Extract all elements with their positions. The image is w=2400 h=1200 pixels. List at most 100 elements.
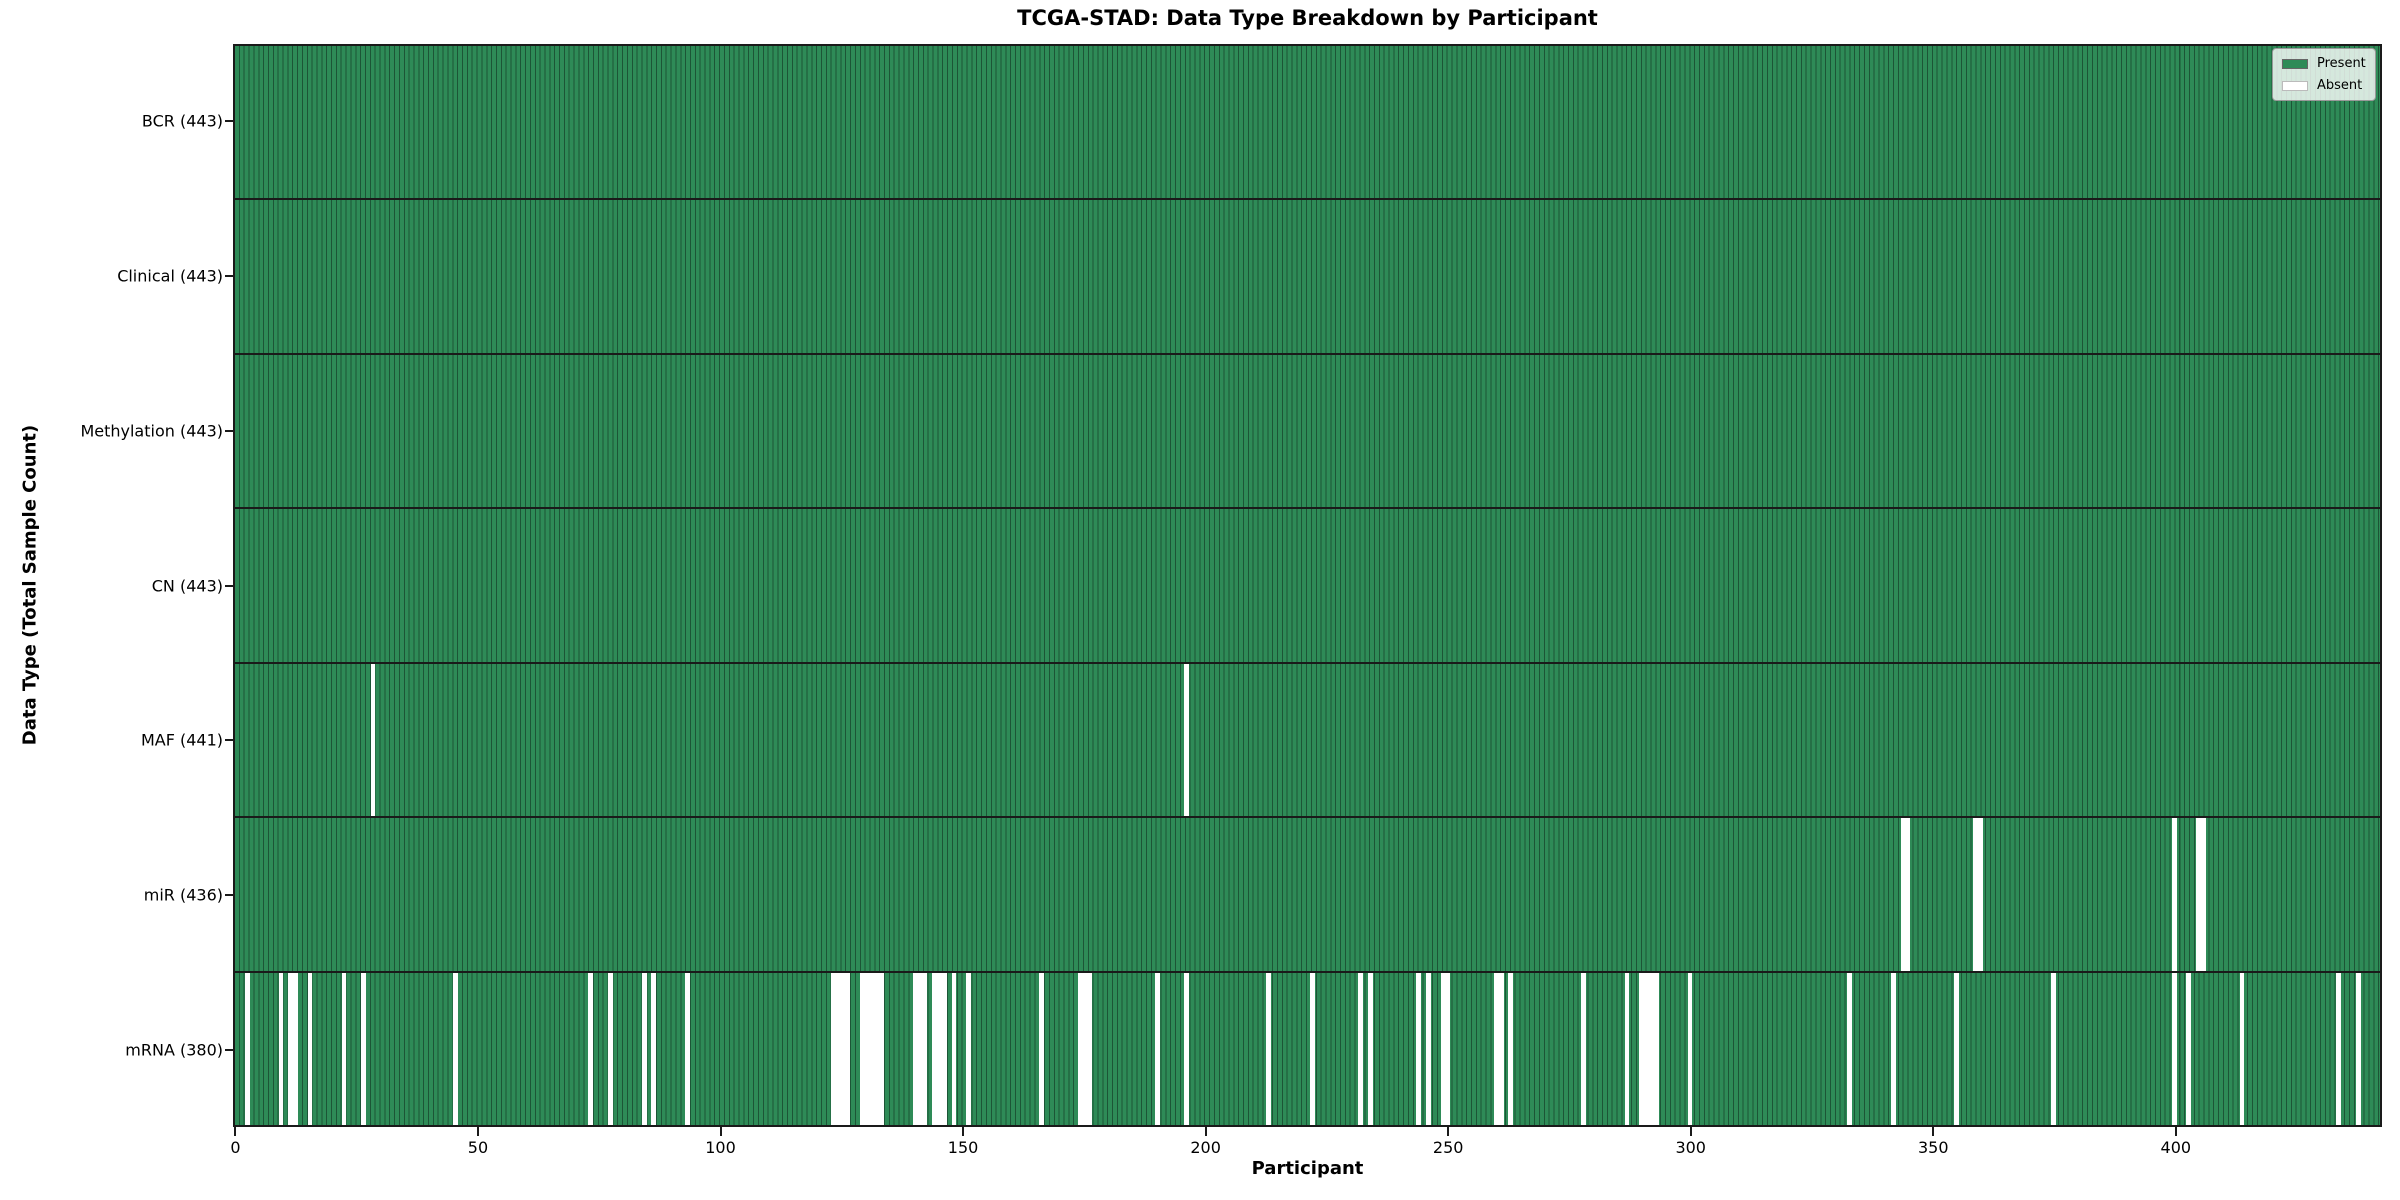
absent-bar	[641, 972, 647, 1125]
absent-bar	[278, 972, 284, 1125]
y-tick-label-Methylation: Methylation (443)	[80, 421, 223, 441]
absent-bar	[1687, 972, 1693, 1125]
y-tick-mark	[225, 893, 233, 896]
absent-bar	[607, 972, 613, 1125]
absent-bar	[878, 972, 884, 1125]
y-tick-label-BCR: BCR (443)	[141, 111, 223, 131]
absent-bar	[452, 972, 458, 1125]
row-mRNA	[235, 972, 2380, 1125]
absent-bar	[1445, 972, 1451, 1125]
absent-bar	[912, 972, 918, 1125]
absent-bar	[874, 972, 879, 1125]
x-tick-label-200: 200	[1190, 1138, 1221, 1157]
x-tick-label-50: 50	[467, 1138, 489, 1157]
x-tick-mark	[719, 1127, 722, 1136]
absent-bar	[1493, 972, 1499, 1125]
absent-bar	[1973, 818, 1979, 971]
absent-bar	[1648, 972, 1654, 1125]
y-tick-mark	[225, 1048, 233, 1051]
absent-bar	[2186, 972, 2192, 1125]
legend-label-absent: Absent	[2317, 78, 2363, 93]
absent-bar	[293, 972, 298, 1125]
absent-bar	[830, 972, 836, 1125]
absent-bar	[1309, 972, 1315, 1125]
absent-bar	[835, 972, 841, 1125]
absent-bar	[1508, 972, 1514, 1125]
absent-bar	[1440, 972, 1446, 1125]
absent-bar	[937, 972, 942, 1125]
present-swatch-icon	[2282, 58, 2308, 69]
absent-bar	[1368, 972, 1373, 1125]
x-tick-label-300: 300	[1675, 1138, 1706, 1157]
absent-bar	[1498, 972, 1504, 1125]
absent-bar	[1038, 972, 1044, 1125]
absent-bar	[1184, 663, 1189, 817]
absent-bar	[1358, 972, 1364, 1125]
absent-bar	[2336, 972, 2342, 1125]
absent-bar	[869, 972, 875, 1125]
y-axis-label: Data Type (Total Sample Count)	[19, 424, 41, 746]
absent-bar	[360, 972, 366, 1125]
absent-bar	[859, 972, 865, 1125]
y-tick-label-Clinical: Clinical (443)	[117, 266, 223, 286]
absent-bar	[1644, 972, 1649, 1125]
x-tick-label-150: 150	[947, 1138, 979, 1157]
absent-bar	[932, 972, 938, 1125]
x-tick-mark	[1447, 1127, 1450, 1136]
absent-bar	[840, 972, 846, 1125]
absent-bar	[1900, 818, 1906, 971]
absent-bar	[288, 972, 294, 1125]
x-tick-label-350: 350	[1917, 1138, 1949, 1157]
legend-item-absent: Absent	[2282, 78, 2366, 93]
x-tick-mark	[234, 1127, 237, 1136]
absent-bar	[966, 972, 971, 1125]
absent-bar	[651, 972, 657, 1125]
absent-bar	[307, 972, 313, 1125]
y-tick-mark	[225, 429, 233, 432]
x-axis-label: Participant	[1251, 1158, 1364, 1179]
row-Clinical	[235, 200, 2380, 355]
x-tick-label-250: 250	[1432, 1138, 1464, 1157]
legend: Present Absent	[2272, 48, 2376, 101]
absent-bar	[588, 972, 594, 1125]
x-tick-label-100: 100	[705, 1138, 736, 1157]
absent-bar	[1184, 972, 1189, 1125]
absent-bar	[1581, 972, 1586, 1125]
x-tick-label-0: 0	[230, 1138, 241, 1157]
absent-bar	[951, 972, 957, 1125]
absent-bar	[1416, 972, 1422, 1125]
absent-bar	[2200, 818, 2206, 971]
row-MAF	[235, 663, 2380, 819]
x-tick-mark	[1689, 1127, 1692, 1136]
absent-swatch-icon	[2282, 80, 2308, 91]
chart-title: TCGA-STAD: Data Type Breakdown by Partic…	[1017, 6, 1598, 30]
absent-bar	[1624, 972, 1630, 1125]
absent-bar	[1077, 972, 1083, 1125]
absent-bar	[845, 972, 850, 1125]
x-tick-label-400: 400	[2160, 1138, 2192, 1157]
absent-bar	[1905, 818, 1911, 971]
y-tick-mark	[225, 584, 233, 587]
x-tick-mark	[1932, 1127, 1935, 1136]
absent-bar	[1847, 972, 1853, 1125]
y-tick-mark	[225, 275, 233, 278]
y-tick-mark	[225, 739, 233, 742]
absent-bar	[1639, 972, 1644, 1125]
absent-bar	[1890, 972, 1896, 1125]
absent-bar	[685, 972, 691, 1125]
y-tick-label-miR: miR (436)	[143, 885, 223, 905]
absent-bar	[1426, 972, 1431, 1125]
absent-bar	[1953, 972, 1959, 1125]
y-tick-label-MAF: MAF (441)	[140, 730, 223, 750]
y-tick-label-mRNA: mRNA (380)	[125, 1040, 223, 1060]
absent-bar	[1653, 972, 1659, 1125]
legend-label-present: Present	[2317, 56, 2366, 71]
y-tick-mark	[225, 120, 233, 123]
x-tick-mark	[1204, 1127, 1207, 1136]
absent-bar	[244, 972, 250, 1125]
legend-item-present: Present	[2282, 56, 2366, 71]
absent-bar	[864, 972, 870, 1125]
x-tick-mark	[962, 1127, 965, 1136]
absent-bar	[1266, 972, 1272, 1125]
